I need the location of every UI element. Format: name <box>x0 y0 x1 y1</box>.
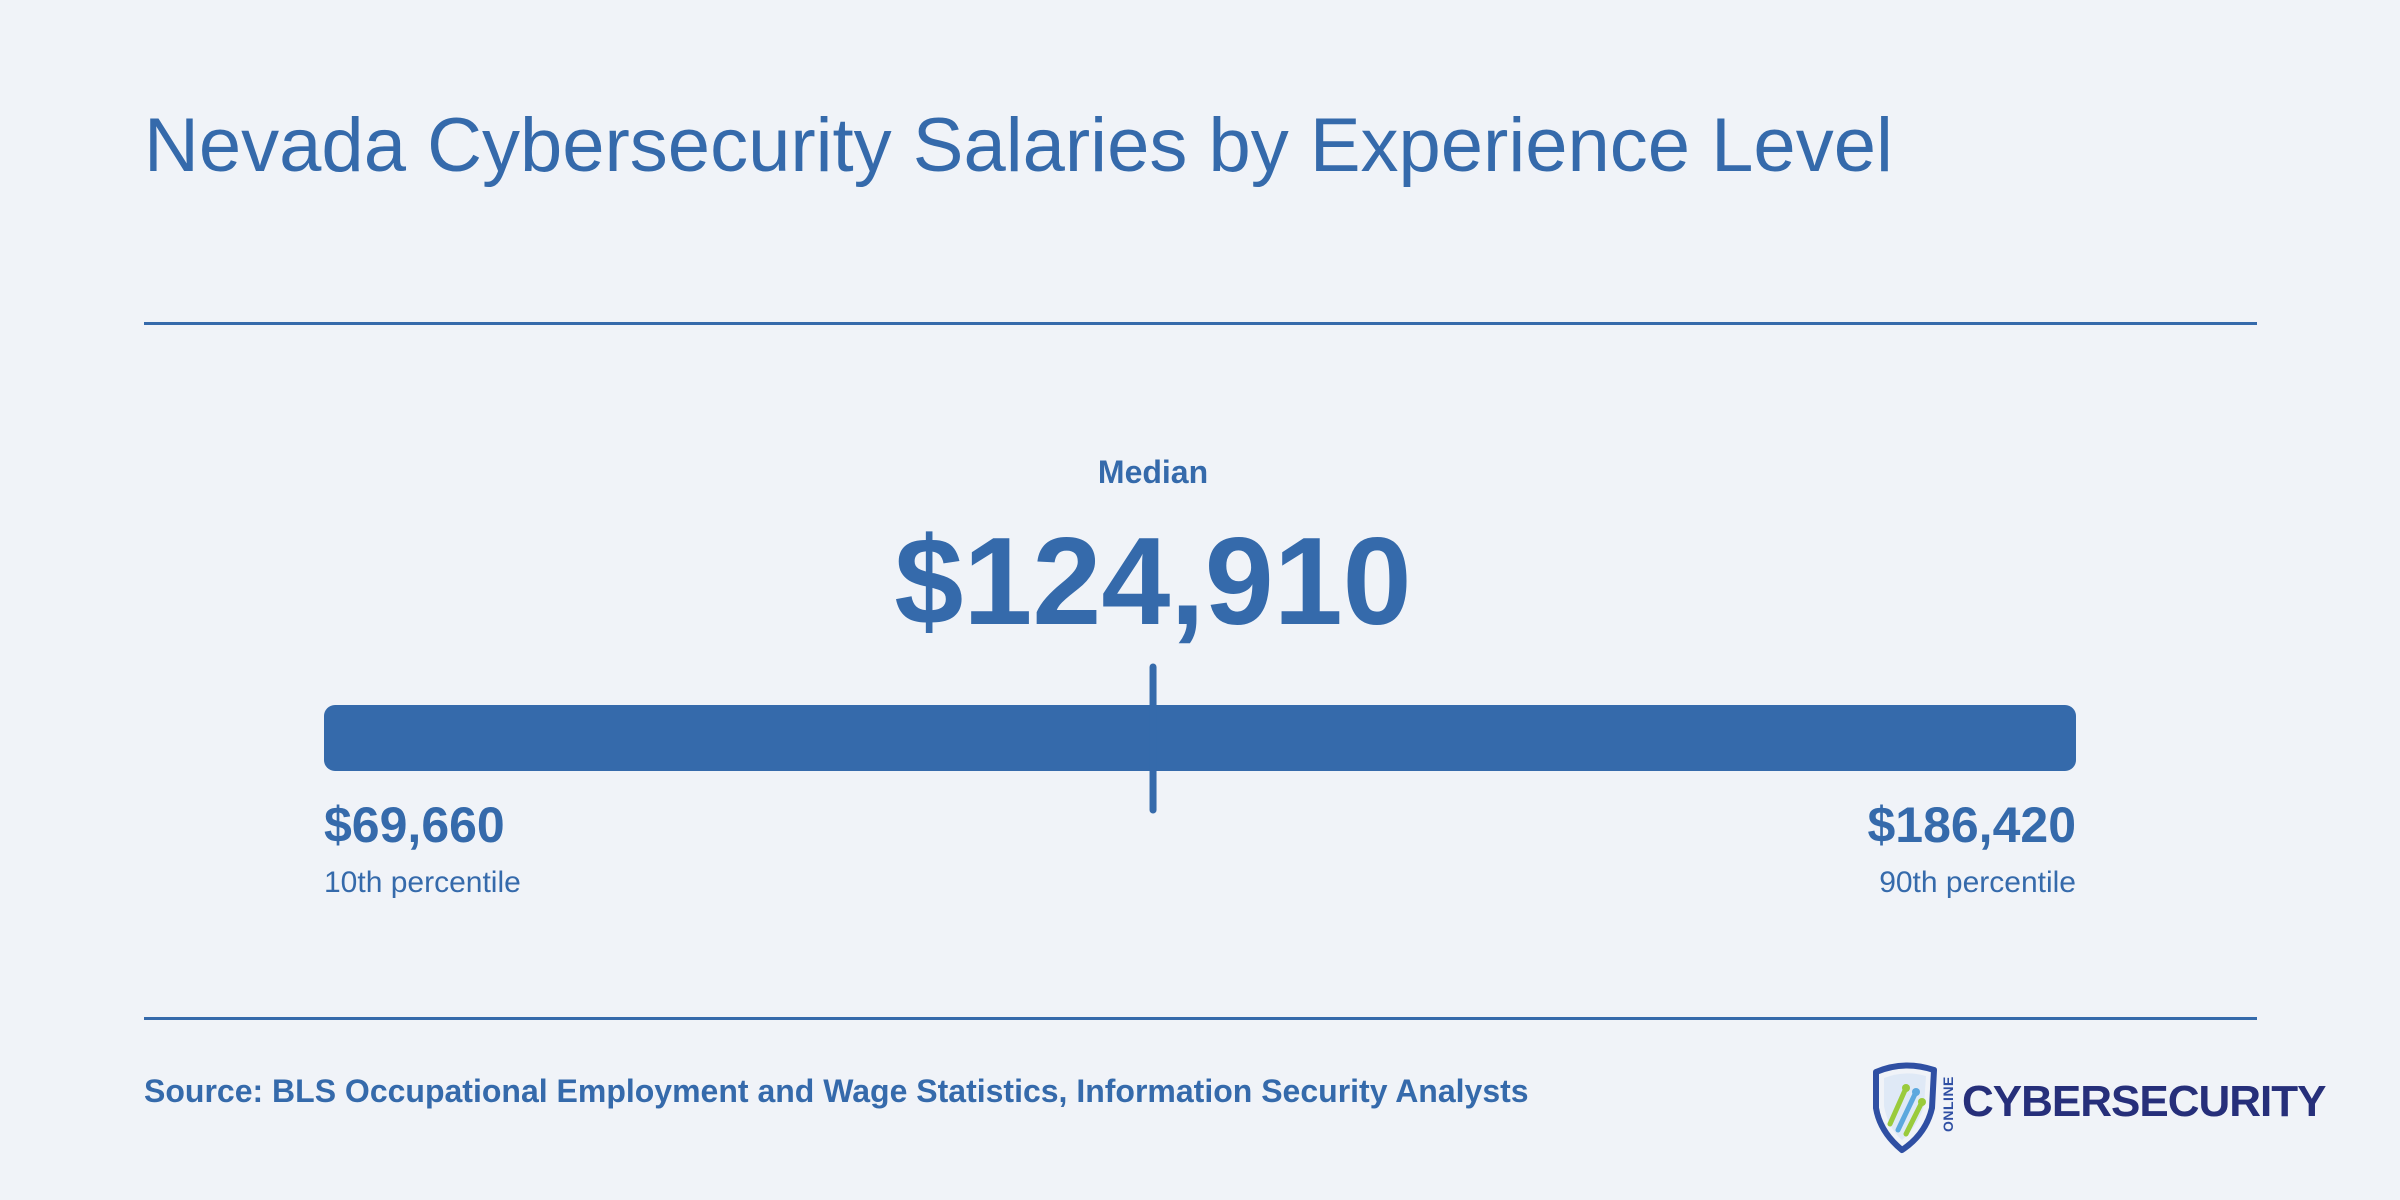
top-divider <box>144 322 2257 325</box>
bottom-divider <box>144 1017 2257 1020</box>
logo-wordmark: CYBERSECURITY <box>1962 1077 2326 1126</box>
min-value: $69,660 <box>324 797 505 853</box>
logo-online-text: ONLINE <box>1940 1076 1956 1132</box>
median-value: $124,910 <box>894 513 1412 651</box>
max-value: $186,420 <box>1867 797 2076 853</box>
brand-logo: ONLINE CYBERSECURITY <box>1870 1058 2326 1154</box>
shield-icon <box>1873 1062 1937 1153</box>
median-caption: Median <box>1097 454 1209 490</box>
page-title: Nevada Cybersecurity Salaries by Experie… <box>144 103 1893 188</box>
range-bar <box>324 705 2076 771</box>
min-caption: 10th percentile <box>324 866 521 899</box>
source-note: Source: BLS Occupational Employment and … <box>144 1073 1529 1109</box>
max-caption: 90th percentile <box>1879 866 2076 899</box>
